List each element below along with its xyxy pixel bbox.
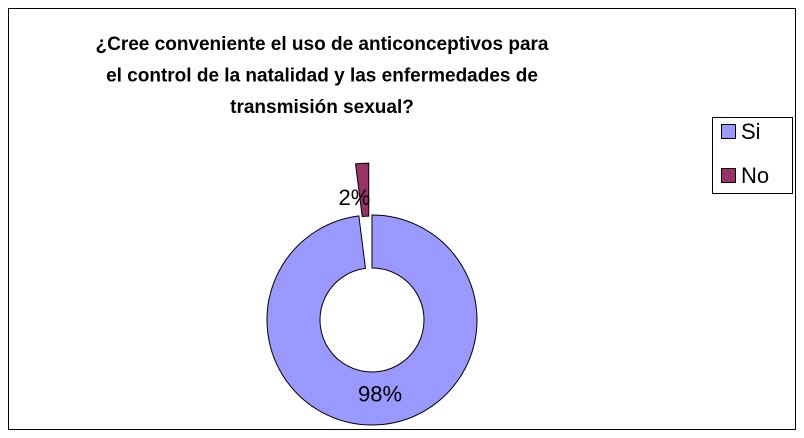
chart-title: el control de la natalidad y las enferme… [106,66,538,87]
data-label: 2% [338,185,370,210]
doughnut-slice [355,162,370,218]
doughnut-slice [266,214,478,426]
legend-label: Si [741,119,761,144]
legend-swatch [721,124,736,139]
chart-title: ¿Cree conveniente el uso de anticoncepti… [96,34,549,55]
legend-label: No [741,163,769,188]
chart-title: transmisión sexual? [230,97,414,118]
legend-swatch [721,168,736,183]
data-label: 98% [358,381,402,406]
